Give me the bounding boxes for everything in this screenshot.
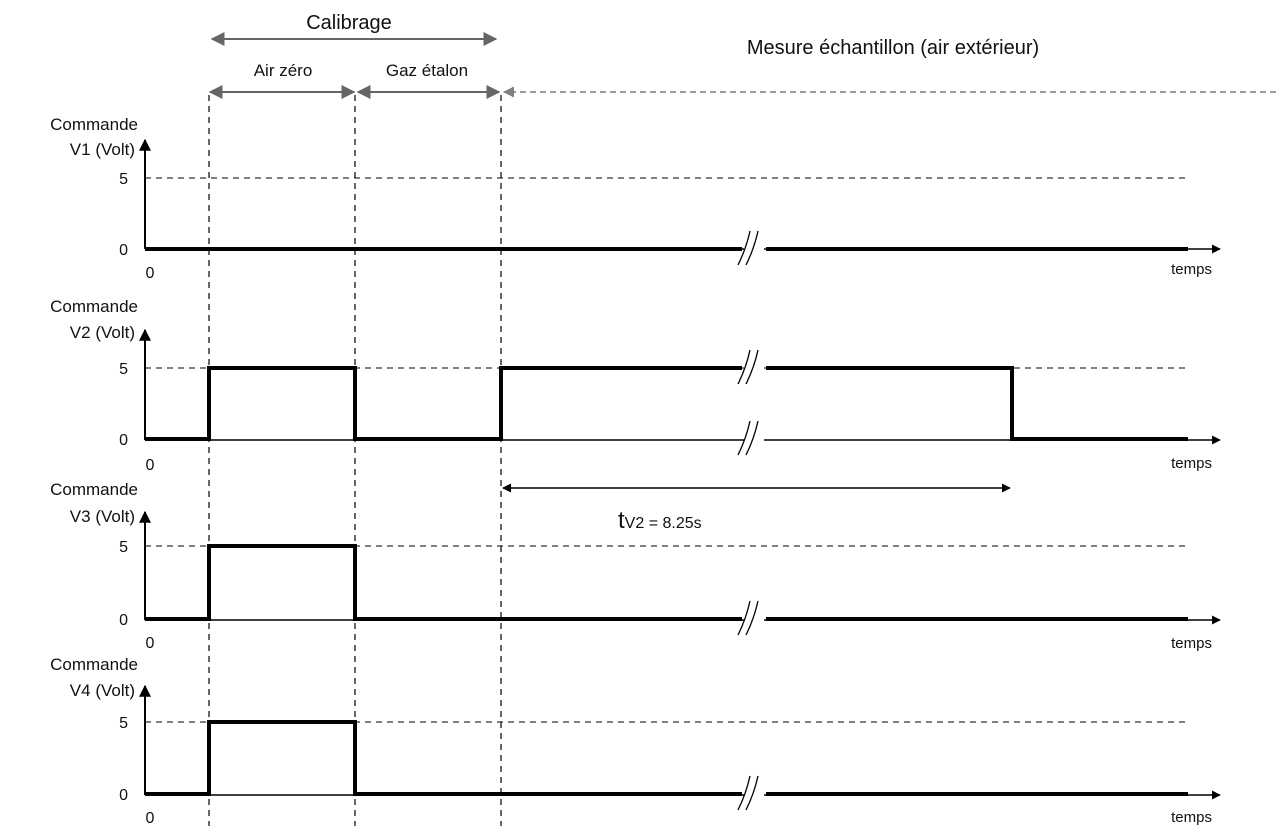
panel-v3-tick-5: 5	[119, 539, 128, 556]
panel-v3-signal	[145, 544, 1188, 621]
panel-v1-origin: 0	[146, 265, 155, 282]
panel-v4-tick-0: 0	[119, 787, 128, 804]
panel-v2-tick-5: 5	[119, 361, 128, 378]
panel-v2: Commande V2 (Volt) 5 0 0 temps	[50, 297, 1221, 474]
panel-v1-tick-5: 5	[119, 171, 128, 188]
panel-v2-signal	[145, 366, 1188, 441]
panel-v3-title-line2: V3 (Volt)	[70, 507, 135, 526]
panel-v4-title-line1: Commande	[50, 655, 138, 674]
panel-v3-x-label: temps	[1171, 635, 1212, 652]
panel-v4-title-line2: V4 (Volt)	[70, 681, 135, 700]
panel-v1-x-label: temps	[1171, 261, 1212, 278]
panel-v4-origin: 0	[146, 810, 155, 826]
gaz-etalon-label: Gaz étalon	[386, 61, 468, 80]
panel-v1: Commande V1 (Volt) 5 0 0 temps	[50, 115, 1221, 282]
panel-v1-title-line1: Commande	[50, 115, 138, 134]
tv2-subscript: V2 = 8.25s	[625, 515, 702, 532]
calibrage-label: Calibrage	[306, 12, 392, 34]
panel-v2-axis-break-1	[737, 420, 764, 456]
tv2-symbol: t	[618, 507, 625, 534]
panel-v2-title-line2: V2 (Volt)	[70, 323, 135, 342]
panel-v2-origin: 0	[146, 457, 155, 474]
panel-v4: Commande V4 (Volt) 5 0 0 temps	[50, 655, 1221, 826]
panel-v4-x-label: temps	[1171, 809, 1212, 826]
panel-v2-x-label: temps	[1171, 455, 1212, 472]
panel-v1-axis-break-0	[737, 230, 764, 266]
mesure-label: Mesure échantillon (air extérieur)	[747, 37, 1039, 59]
panel-v2-title-line1: Commande	[50, 297, 138, 316]
panel-v3-title-line1: Commande	[50, 480, 138, 499]
panel-v4-signal	[145, 720, 1188, 796]
panel-v1-tick-0: 0	[119, 242, 128, 259]
panel-v4-tick-5: 5	[119, 715, 128, 732]
panel-v4-axis-break-0	[737, 775, 764, 811]
air-zero-label: Air zéro	[254, 61, 313, 80]
panel-v3: Commande V3 (Volt) 5 0 0 temps	[50, 480, 1221, 652]
panel-v2-tick-0: 0	[119, 432, 128, 449]
panel-v3-axis-break-0	[737, 600, 764, 636]
tv2-duration-label: tV2 = 8.25s	[618, 507, 702, 534]
panel-v3-origin: 0	[146, 635, 155, 652]
panel-v1-title-line2: V1 (Volt)	[70, 140, 135, 159]
panel-v3-tick-0: 0	[119, 612, 128, 629]
signal-panels: Commande V1 (Volt) 5 0 0 temps Commande V2 (Vol…	[50, 115, 1221, 826]
panel-v2-axis-break-0	[737, 349, 764, 385]
